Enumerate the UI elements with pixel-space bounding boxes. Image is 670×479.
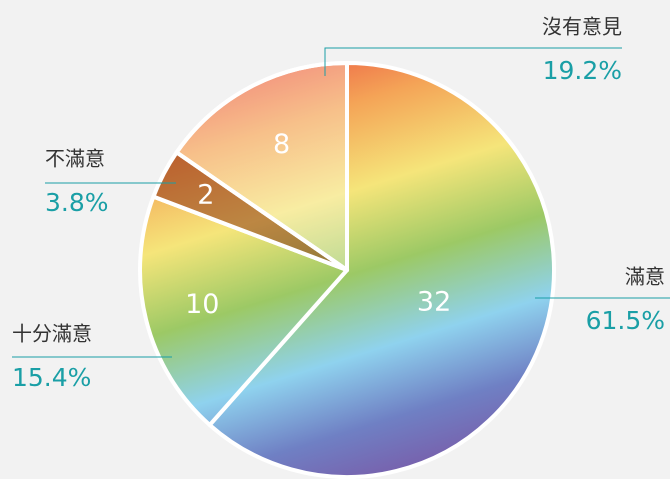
- slice-name: 滿意: [625, 265, 665, 289]
- slice-count: 2: [197, 179, 214, 210]
- slice-tint: [174, 61, 349, 272]
- slice-count: 8: [273, 129, 290, 160]
- leader-line: [324, 47, 622, 76]
- slice-count: 32: [417, 287, 451, 318]
- slice-share: 3.8%: [45, 188, 109, 217]
- slice-share: 61.5%: [586, 306, 665, 335]
- slice-share: 15.4%: [12, 363, 91, 392]
- slice-name: 不滿意: [45, 147, 105, 171]
- pie-slice: [207, 61, 556, 479]
- slice-share: 19.2%: [543, 56, 622, 85]
- slice-name: 沒有意見: [542, 15, 622, 39]
- pie-slice: [138, 194, 349, 427]
- slice-count: 10: [185, 289, 219, 320]
- slice-name: 十分滿意: [12, 322, 92, 346]
